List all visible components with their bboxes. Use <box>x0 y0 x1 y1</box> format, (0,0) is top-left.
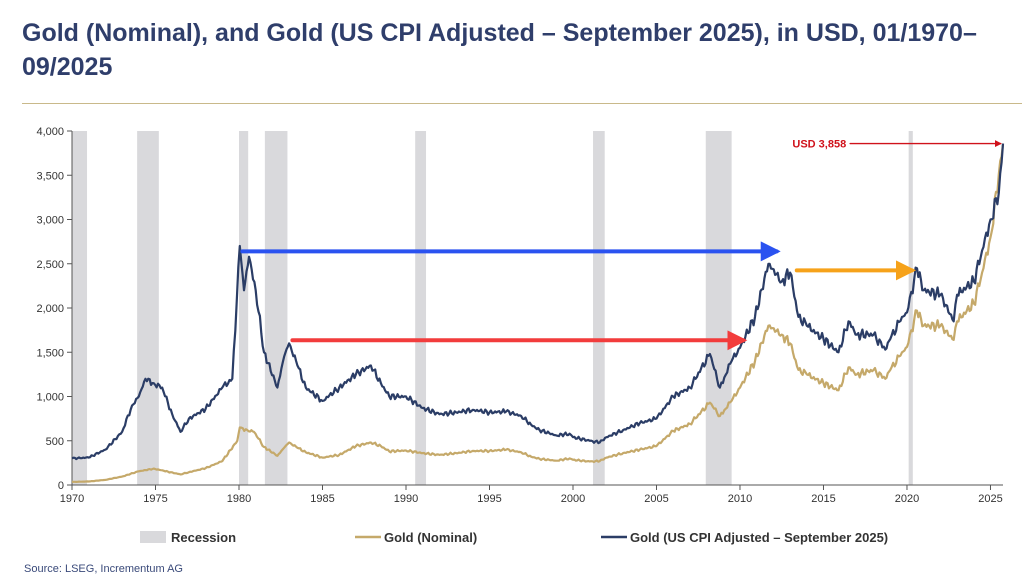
x-tick-label: 2000 <box>561 493 585 505</box>
x-tick-label: 1980 <box>227 493 251 505</box>
y-tick-label: 0 <box>58 480 64 492</box>
x-tick-label: 2015 <box>811 493 835 505</box>
y-tick-label: 1,500 <box>36 347 64 359</box>
x-tick-label: 2020 <box>895 493 919 505</box>
recession-band <box>238 131 249 485</box>
x-tick-label: 1990 <box>394 493 418 505</box>
series-line-gold-cpi-adjusted <box>71 143 1005 461</box>
y-tick-label: 2,500 <box>36 259 64 271</box>
recession-band <box>593 131 605 485</box>
y-tick-label: 3,500 <box>36 170 64 182</box>
y-tick-label: 500 <box>46 436 64 448</box>
legend-swatch-recession <box>140 531 166 543</box>
legend-label-gold-nominal: Gold (Nominal) <box>384 530 477 545</box>
x-tick-label: 2005 <box>644 493 668 505</box>
y-tick-label: 1,000 <box>36 392 64 404</box>
x-tick-label: 1975 <box>143 493 167 505</box>
recession-band <box>415 131 427 485</box>
peak-annotation-label: USD 3,858 <box>792 139 846 151</box>
recession-band <box>72 131 88 485</box>
series-line-gold-nominal <box>71 143 1005 483</box>
recession-band <box>137 131 159 485</box>
recession-band <box>908 131 913 485</box>
title-divider <box>22 103 1022 104</box>
page-title: Gold (Nominal), and Gold (US CPI Adjuste… <box>22 19 977 81</box>
x-tick-label: 1985 <box>310 493 334 505</box>
recession-band <box>264 131 288 485</box>
x-tick-label: 1970 <box>60 493 84 505</box>
legend-label-gold-cpi-adjusted: Gold (US CPI Adjusted – September 2025) <box>630 530 888 545</box>
recession-band <box>705 131 732 485</box>
x-tick-label: 1995 <box>477 493 501 505</box>
source-note: Source: LSEG, Incrementum AG <box>24 563 183 575</box>
x-tick-label: 2025 <box>978 493 1002 505</box>
x-tick-label: 2010 <box>728 493 752 505</box>
legend-label-recession: Recession <box>171 530 236 545</box>
y-tick-label: 4,000 <box>36 126 64 138</box>
y-tick-label: 3,000 <box>36 215 64 227</box>
y-tick-label: 2,000 <box>36 303 64 315</box>
